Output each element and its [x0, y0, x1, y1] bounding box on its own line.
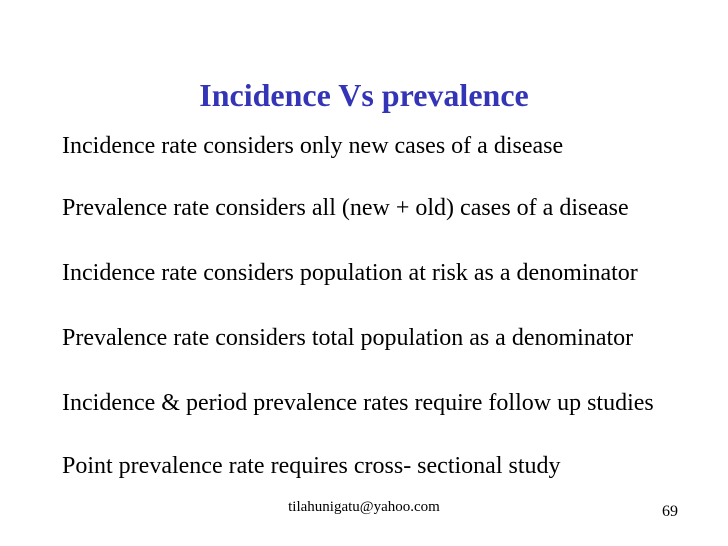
slide-page-number: 69 — [662, 503, 678, 520]
bullet-line: Prevalence rate considers total populati… — [62, 325, 634, 351]
bullet-line: Point prevalence rate requires cross- se… — [62, 453, 561, 479]
bullet-line: Prevalence rate considers all (new + old… — [62, 195, 629, 221]
bullet-line: Incidence rate considers only new cases … — [62, 133, 564, 159]
bullet-line: Incidence & period prevalence rates requ… — [62, 390, 654, 416]
bullet-line: Incidence rate considers population at r… — [62, 260, 638, 286]
footer-email: tilahunigatu@yahoo.com — [288, 499, 440, 515]
slide-title: Incidence Vs prevalence — [199, 77, 529, 113]
